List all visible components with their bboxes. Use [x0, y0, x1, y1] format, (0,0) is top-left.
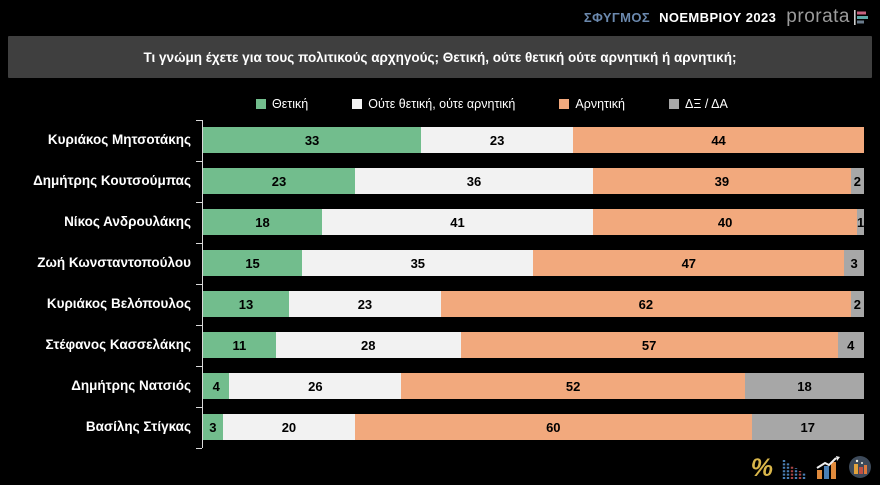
chart-row: Στέφανος Κασσελάκης 11 28 57 4 [0, 332, 880, 358]
y-axis-tick [196, 365, 202, 367]
bar-segment: 20 [222, 414, 356, 440]
chart-row: Νίκος Ανδρουλάκης 18 41 40 1 [0, 209, 880, 235]
bar-segment: 3 [203, 414, 223, 440]
y-axis-tick [196, 406, 202, 408]
row-label: Κυριάκος Μητσοτάκης [47, 132, 191, 147]
bar-segment: 11 [203, 332, 276, 358]
legend-label: Αρνητική [575, 97, 625, 111]
y-axis-tick [196, 242, 202, 244]
y-axis-tick [196, 324, 202, 326]
stacked-bar: 33 23 44 [203, 127, 864, 153]
header: ΣΦΥΓΜΟΣ ΝΟΕΜΒΡΙΟΥ 2023 prorata [0, 0, 880, 34]
footer-icons: % [750, 454, 872, 482]
growth-chart-icon [816, 456, 840, 479]
stacked-bar: 3 20 60 17 [203, 414, 864, 440]
row-label: Νίκος Ανδρουλάκης [64, 214, 191, 229]
histogram-icon [782, 460, 806, 479]
bar-segment: 44 [573, 127, 864, 153]
prorata-logo-icon [854, 9, 868, 25]
stacked-bar: 18 41 40 1 [203, 209, 864, 235]
bar-segment: 23 [203, 168, 356, 194]
bar-segment: 1 [857, 209, 864, 235]
bar-segment: 13 [203, 291, 289, 317]
survey-name: ΣΦΥΓΜΟΣ [583, 9, 651, 25]
legend-label: Θετική [272, 97, 309, 111]
bar-segment: 40 [592, 209, 858, 235]
y-axis-tick [196, 201, 202, 203]
bar-segment: 28 [275, 332, 461, 358]
bar-segment: 35 [302, 250, 534, 276]
y-axis-tick [196, 160, 202, 162]
bar-segment: 47 [533, 250, 845, 276]
chart-row: Κυριάκος Μητσοτάκης 33 23 44 [0, 127, 880, 153]
chart-row: Κυριάκος Βελόπουλος 13 23 62 2 [0, 291, 880, 317]
bar-segment: 60 [355, 414, 752, 440]
legend-label: ΔΞ / ΔΑ [684, 97, 728, 111]
legend-label: Ούτε θετική, ούτε αρνητική [368, 97, 516, 111]
legend-swatch-icon [256, 99, 266, 109]
stacked-bar: 15 35 47 3 [203, 250, 864, 276]
stacked-bar: 4 26 52 18 [203, 373, 864, 399]
bar-segment: 39 [592, 168, 851, 194]
row-label: Βασίλης Στίγκας [85, 419, 191, 434]
bar-segment: 36 [355, 168, 593, 194]
bar-segment: 26 [229, 373, 402, 399]
bar-segment: 15 [203, 250, 303, 276]
bar-segment: 62 [440, 291, 851, 317]
bar-segment: 4 [203, 373, 230, 399]
row-label: Στέφανος Κασσελάκης [45, 337, 191, 352]
legend-swatch-icon [668, 99, 679, 109]
prorata-logo-text: prorata [786, 6, 850, 27]
legend-item-1: Ούτε θετική, ούτε αρνητική [352, 97, 515, 111]
legend-swatch-icon [352, 99, 363, 109]
y-axis-line [202, 119, 203, 448]
bar-segment: 18 [745, 373, 864, 399]
legend-item-2: Αρνητική [559, 97, 625, 111]
legend-item-3: ΔΞ / ΔΑ [668, 97, 728, 111]
bar-segment: 2 [850, 291, 864, 317]
percent-icon: % [750, 454, 773, 482]
legend-swatch-icon [559, 99, 570, 109]
bar-segment: 23 [288, 291, 441, 317]
row-label: Δημήτρης Κουτσούμπας [33, 173, 191, 188]
y-axis-tick [196, 283, 202, 285]
survey-period: ΝΟΕΜΒΡΙΟΥ 2023 [659, 9, 777, 25]
bar-segment: 57 [460, 332, 838, 358]
chart-row: Δημήτρης Νατσιός 4 26 52 18 [0, 373, 880, 399]
stacked-bar: 23 36 39 2 [203, 168, 864, 194]
row-label: Ζωή Κωνσταντοπούλου [37, 255, 191, 270]
bar-segment: 4 [837, 332, 864, 358]
bar-segment: 23 [421, 127, 574, 153]
bar-segment: 17 [751, 414, 864, 440]
y-axis-tick [196, 119, 202, 121]
bar-segment: 41 [321, 209, 593, 235]
question-bar: Τι γνώμη έχετε για τους πολιτικούς αρχηγ… [8, 36, 872, 78]
stacked-bar: 13 23 62 2 [203, 291, 864, 317]
stacked-bar: 11 28 57 4 [203, 332, 864, 358]
prorata-logo: prorata [786, 6, 870, 28]
survey-title: ΣΦΥΓΜΟΣ ΝΟΕΜΒΡΙΟΥ 2023 [584, 10, 776, 25]
row-label: Κυριάκος Βελόπουλος [46, 296, 191, 311]
bar-segment: 33 [203, 127, 422, 153]
legend-item-0: Θετική [256, 97, 308, 111]
bar-segment: 18 [203, 209, 322, 235]
bar-segment: 52 [401, 373, 746, 399]
bar-segment: 2 [850, 168, 864, 194]
chart-row: Ζωή Κωνσταντοπούλου 15 35 47 3 [0, 250, 880, 276]
chart-legend: Θετική Ούτε θετική, ούτε αρνητική Αρνητική… [256, 90, 880, 118]
row-label: Δημήτρης Νατσιός [71, 378, 191, 393]
chart-row: Βασίλης Στίγκας 3 20 60 17 [0, 414, 880, 440]
y-axis-tick [196, 447, 202, 449]
question-text: Τι γνώμη έχετε για τους πολιτικούς αρχηγ… [143, 49, 737, 65]
prorata-badge-icon [849, 456, 871, 478]
stacked-bar-chart: Κυριάκος Μητσοτάκης 33 23 44 Δημήτρης Κουτσο… [0, 118, 880, 449]
bar-segment: 3 [844, 250, 864, 276]
chart-row: Δημήτρης Κουτσούμπας 23 36 39 2 [0, 168, 880, 194]
